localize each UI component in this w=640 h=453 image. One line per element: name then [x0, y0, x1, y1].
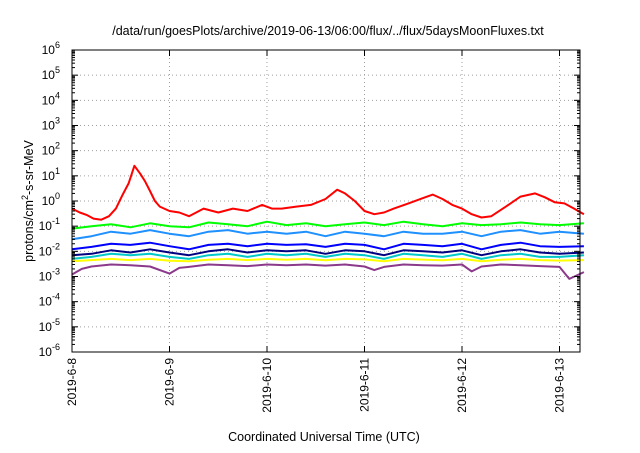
y-axis-label-unit: -s-sr-MeV [22, 139, 36, 195]
y-tick-label: 103 [42, 116, 60, 133]
y-tick-label: 106 [42, 40, 60, 57]
y-tick-base: 10 [42, 68, 56, 82]
x-tick-label: 2019-6-12 [455, 358, 469, 413]
y-tick-base: 10 [39, 320, 53, 334]
y-tick-label: 10-4 [39, 292, 60, 309]
y-tick-base: 10 [39, 345, 53, 359]
y-axis-label: protons/cm2-s-sr-MeV [20, 139, 36, 261]
y-axis-label-exp: 2 [20, 195, 30, 200]
series-line-3 [71, 241, 584, 251]
grid [72, 50, 580, 352]
y-tick-exp: 3 [55, 116, 60, 126]
series-line-1 [71, 220, 584, 230]
y-tick-exp: -2 [52, 241, 60, 251]
x-tick-label: 2019-6-13 [553, 358, 567, 413]
y-tick-base: 10 [39, 295, 53, 309]
ticks [71, 49, 580, 353]
y-tick-exp: 4 [55, 90, 60, 100]
y-tick-label: 104 [42, 90, 60, 107]
y-tick-label: 101 [42, 166, 60, 183]
chart-title: /data/run/goesPlots/archive/2019-06-13/0… [112, 24, 544, 38]
series-line-7 [71, 263, 585, 280]
y-tick-exp: -1 [52, 216, 60, 226]
y-tick-base: 10 [42, 119, 56, 133]
series-line-4 [71, 248, 584, 257]
series-line-2 [71, 229, 584, 241]
y-tick-exp: -5 [52, 317, 60, 327]
x-tick-label: 2019-6-9 [163, 358, 177, 406]
series-line-6 [71, 257, 584, 263]
y-tick-label: 105 [42, 65, 60, 82]
series-line-5 [71, 252, 584, 260]
y-tick-label: 10-5 [39, 317, 60, 334]
x-tick-labels: 2019-6-8 2019-6-9 2019-6-10 2019-6-11 2019-6… [65, 358, 567, 413]
y-tick-exp: -3 [52, 267, 60, 277]
x-tick-label: 2019-6-11 [358, 358, 372, 412]
y-tick-exp: -6 [52, 342, 60, 352]
y-tick-labels: 10-610-510-410-310-210-11001011021031041… [39, 40, 60, 359]
y-tick-label: 100 [42, 191, 60, 208]
y-tick-label: 10-2 [39, 241, 60, 258]
y-axis-label-main: protons/cm [22, 200, 36, 262]
y-tick-base: 10 [42, 93, 56, 107]
x-tick-label: 2019-6-10 [260, 358, 274, 413]
y-tick-base: 10 [39, 244, 53, 258]
y-tick-base: 10 [42, 144, 56, 158]
x-tick-label: 2019-6-8 [65, 358, 79, 406]
y-tick-base: 10 [42, 43, 56, 57]
y-tick-label: 10-6 [39, 342, 60, 359]
y-tick-base: 10 [39, 270, 53, 284]
y-tick-exp: 5 [55, 65, 60, 75]
y-tick-exp: -4 [52, 292, 60, 302]
y-tick-exp: 6 [55, 40, 60, 50]
series-line-0 [71, 164, 585, 221]
y-tick-exp: 1 [55, 166, 60, 176]
x-axis-label: Coordinated Universal Time (UTC) [228, 430, 420, 444]
series-layer [71, 164, 585, 280]
y-tick-base: 10 [42, 194, 56, 208]
y-tick-label: 10-3 [39, 267, 60, 284]
y-tick-exp: 0 [55, 191, 60, 201]
y-tick-base: 10 [42, 169, 56, 183]
y-tick-base: 10 [39, 219, 53, 233]
y-tick-label: 102 [42, 141, 60, 158]
y-tick-label: 10-1 [39, 216, 60, 233]
y-tick-exp: 2 [55, 141, 60, 151]
